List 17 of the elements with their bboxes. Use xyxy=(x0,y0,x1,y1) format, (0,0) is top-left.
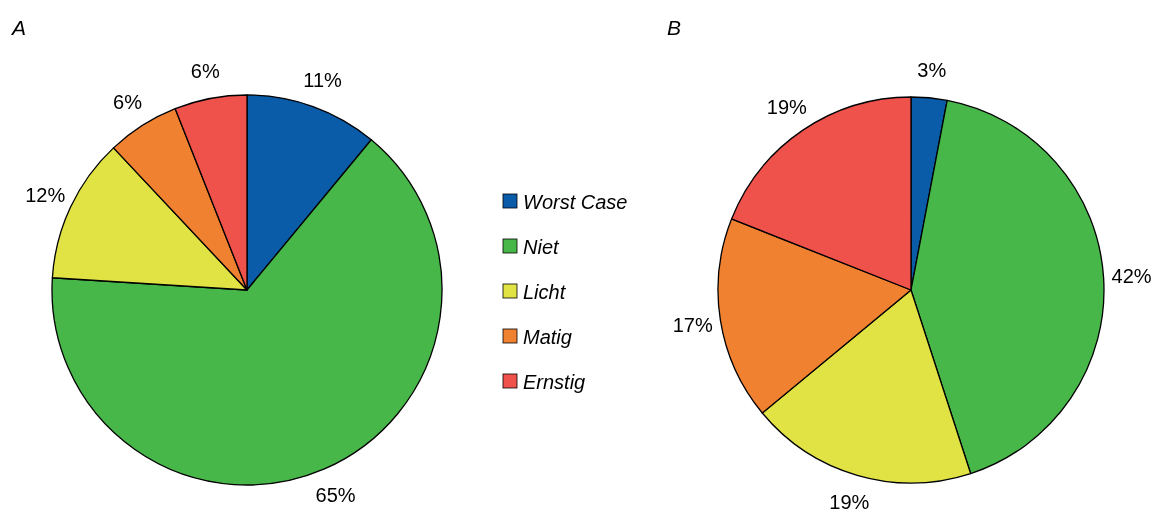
data-label: 12% xyxy=(25,184,66,207)
data-label: 6% xyxy=(190,59,220,82)
data-label: 3% xyxy=(917,58,947,81)
legend-label: Niet xyxy=(523,236,561,258)
legend-label: Ernstig xyxy=(523,371,586,393)
legend-label: Matig xyxy=(523,326,572,348)
data-label: 42% xyxy=(1111,265,1152,288)
data-label: 65% xyxy=(315,483,356,506)
data-label: 6% xyxy=(113,90,143,113)
chart-title: A xyxy=(10,16,27,39)
legend-label: Licht xyxy=(523,281,567,303)
legend-label: Worst Case xyxy=(523,191,628,213)
data-label: 19% xyxy=(766,96,808,119)
data-label: 17% xyxy=(672,313,713,336)
data-label: 19% xyxy=(829,491,870,514)
chart-title: B xyxy=(667,16,682,39)
data-label: 11% xyxy=(303,69,343,92)
